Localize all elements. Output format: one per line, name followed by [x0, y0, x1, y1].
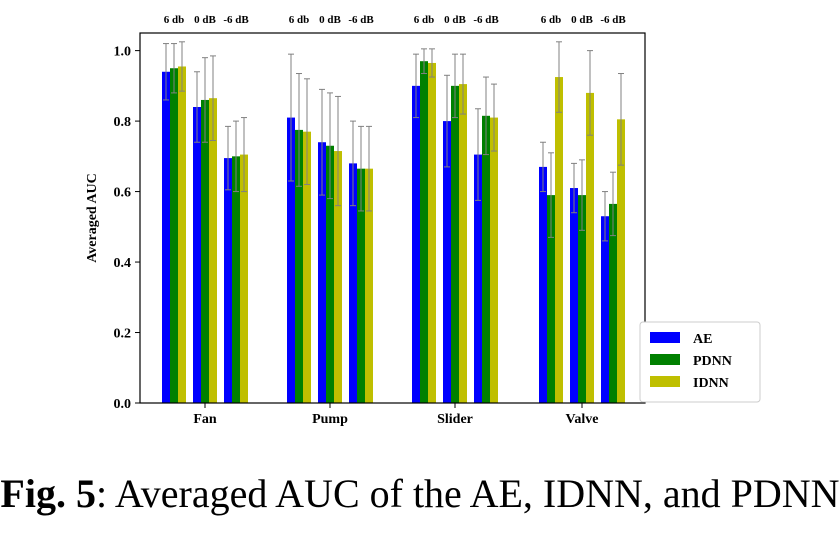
bar-pdnn [326, 145, 334, 403]
bar-ae [601, 216, 609, 403]
snr-label: -6 dB [223, 14, 249, 26]
bar-idnn [617, 119, 625, 403]
bar-pdnn [578, 195, 586, 403]
legend-label-pdnn: PDNN [693, 354, 732, 369]
bar-ae [474, 154, 482, 403]
snr-label: -6 dB [600, 14, 626, 26]
bar-pdnn [420, 61, 428, 403]
y-tick-label: 1.0 [114, 45, 132, 60]
y-tick-label: 0.6 [114, 186, 132, 201]
snr-label: -6 dB [348, 14, 374, 26]
legend-swatch-ae [650, 332, 680, 343]
bar-idnn [586, 92, 594, 404]
snr-label: 0 dB [444, 14, 466, 26]
bar-pdnn [295, 129, 303, 403]
bar-ae [539, 166, 547, 403]
bar-ae [287, 117, 295, 404]
bar-pdnn [609, 203, 617, 403]
bar-idnn [459, 84, 467, 403]
legend-label-ae: AE [693, 332, 712, 347]
snr-label: 6 db [541, 14, 562, 26]
bar-ae [162, 71, 170, 403]
snr-label: 0 dB [319, 14, 341, 26]
bar-ae [193, 107, 201, 403]
plot-frame [139, 32, 646, 404]
bar-pdnn [451, 85, 459, 403]
bar-pdnn [170, 68, 178, 403]
snr-label: 0 dB [194, 14, 216, 26]
snr-label: 6 db [414, 14, 435, 26]
caption-text: : Averaged AUC of the AE, IDNN, and PDNN [95, 471, 840, 516]
x-tick-label: Valve [566, 412, 599, 427]
bar-idnn [240, 154, 248, 403]
bar-idnn [365, 168, 373, 403]
bar-ae [570, 188, 578, 403]
figure-caption: Fig. 5: Averaged AUC of the AE, IDNN, an… [0, 470, 840, 517]
bar-idnn [428, 62, 436, 403]
bar-idnn [490, 117, 498, 404]
bar-idnn [303, 131, 311, 403]
x-tick-label: Pump [312, 412, 348, 427]
legend-swatch-pdnn [650, 354, 680, 365]
y-tick-label: 0.0 [114, 397, 132, 412]
bar-ae [318, 142, 326, 403]
bar-pdnn [232, 156, 240, 403]
y-tick-label: 0.4 [114, 256, 132, 271]
y-tick-label: 0.8 [114, 115, 132, 130]
bar-pdnn [482, 115, 490, 404]
snr-label: 6 db [164, 14, 185, 26]
caption-label: Fig. 5 [0, 471, 96, 516]
bar-idnn [334, 151, 342, 403]
x-tick-label: Fan [193, 412, 217, 427]
bar-ae [349, 163, 357, 403]
legend-label-idnn: IDNN [693, 376, 729, 391]
bar-ae [412, 85, 420, 403]
y-axis-label: Averaged AUC [85, 173, 100, 263]
snr-label: 6 db [289, 14, 310, 26]
bar-pdnn [547, 195, 555, 403]
x-tick-label: Slider [437, 412, 473, 427]
snr-label: -6 dB [473, 14, 499, 26]
bar-idnn [178, 66, 186, 403]
y-tick-label: 0.2 [114, 327, 132, 342]
bar-idnn [555, 77, 563, 404]
bar-ae [224, 158, 232, 403]
legend-swatch-idnn [650, 376, 680, 387]
bar-pdnn [357, 168, 365, 403]
auc-bar-chart: 0.0 0.2 0.4 0.6 0.8 1.0 Averaged AUC 6 db 0 dB -6… [85, 14, 761, 427]
bar-pdnn [201, 99, 209, 403]
snr-label: 0 dB [571, 14, 593, 26]
bar-idnn [209, 98, 217, 403]
bar-ae [443, 121, 451, 403]
